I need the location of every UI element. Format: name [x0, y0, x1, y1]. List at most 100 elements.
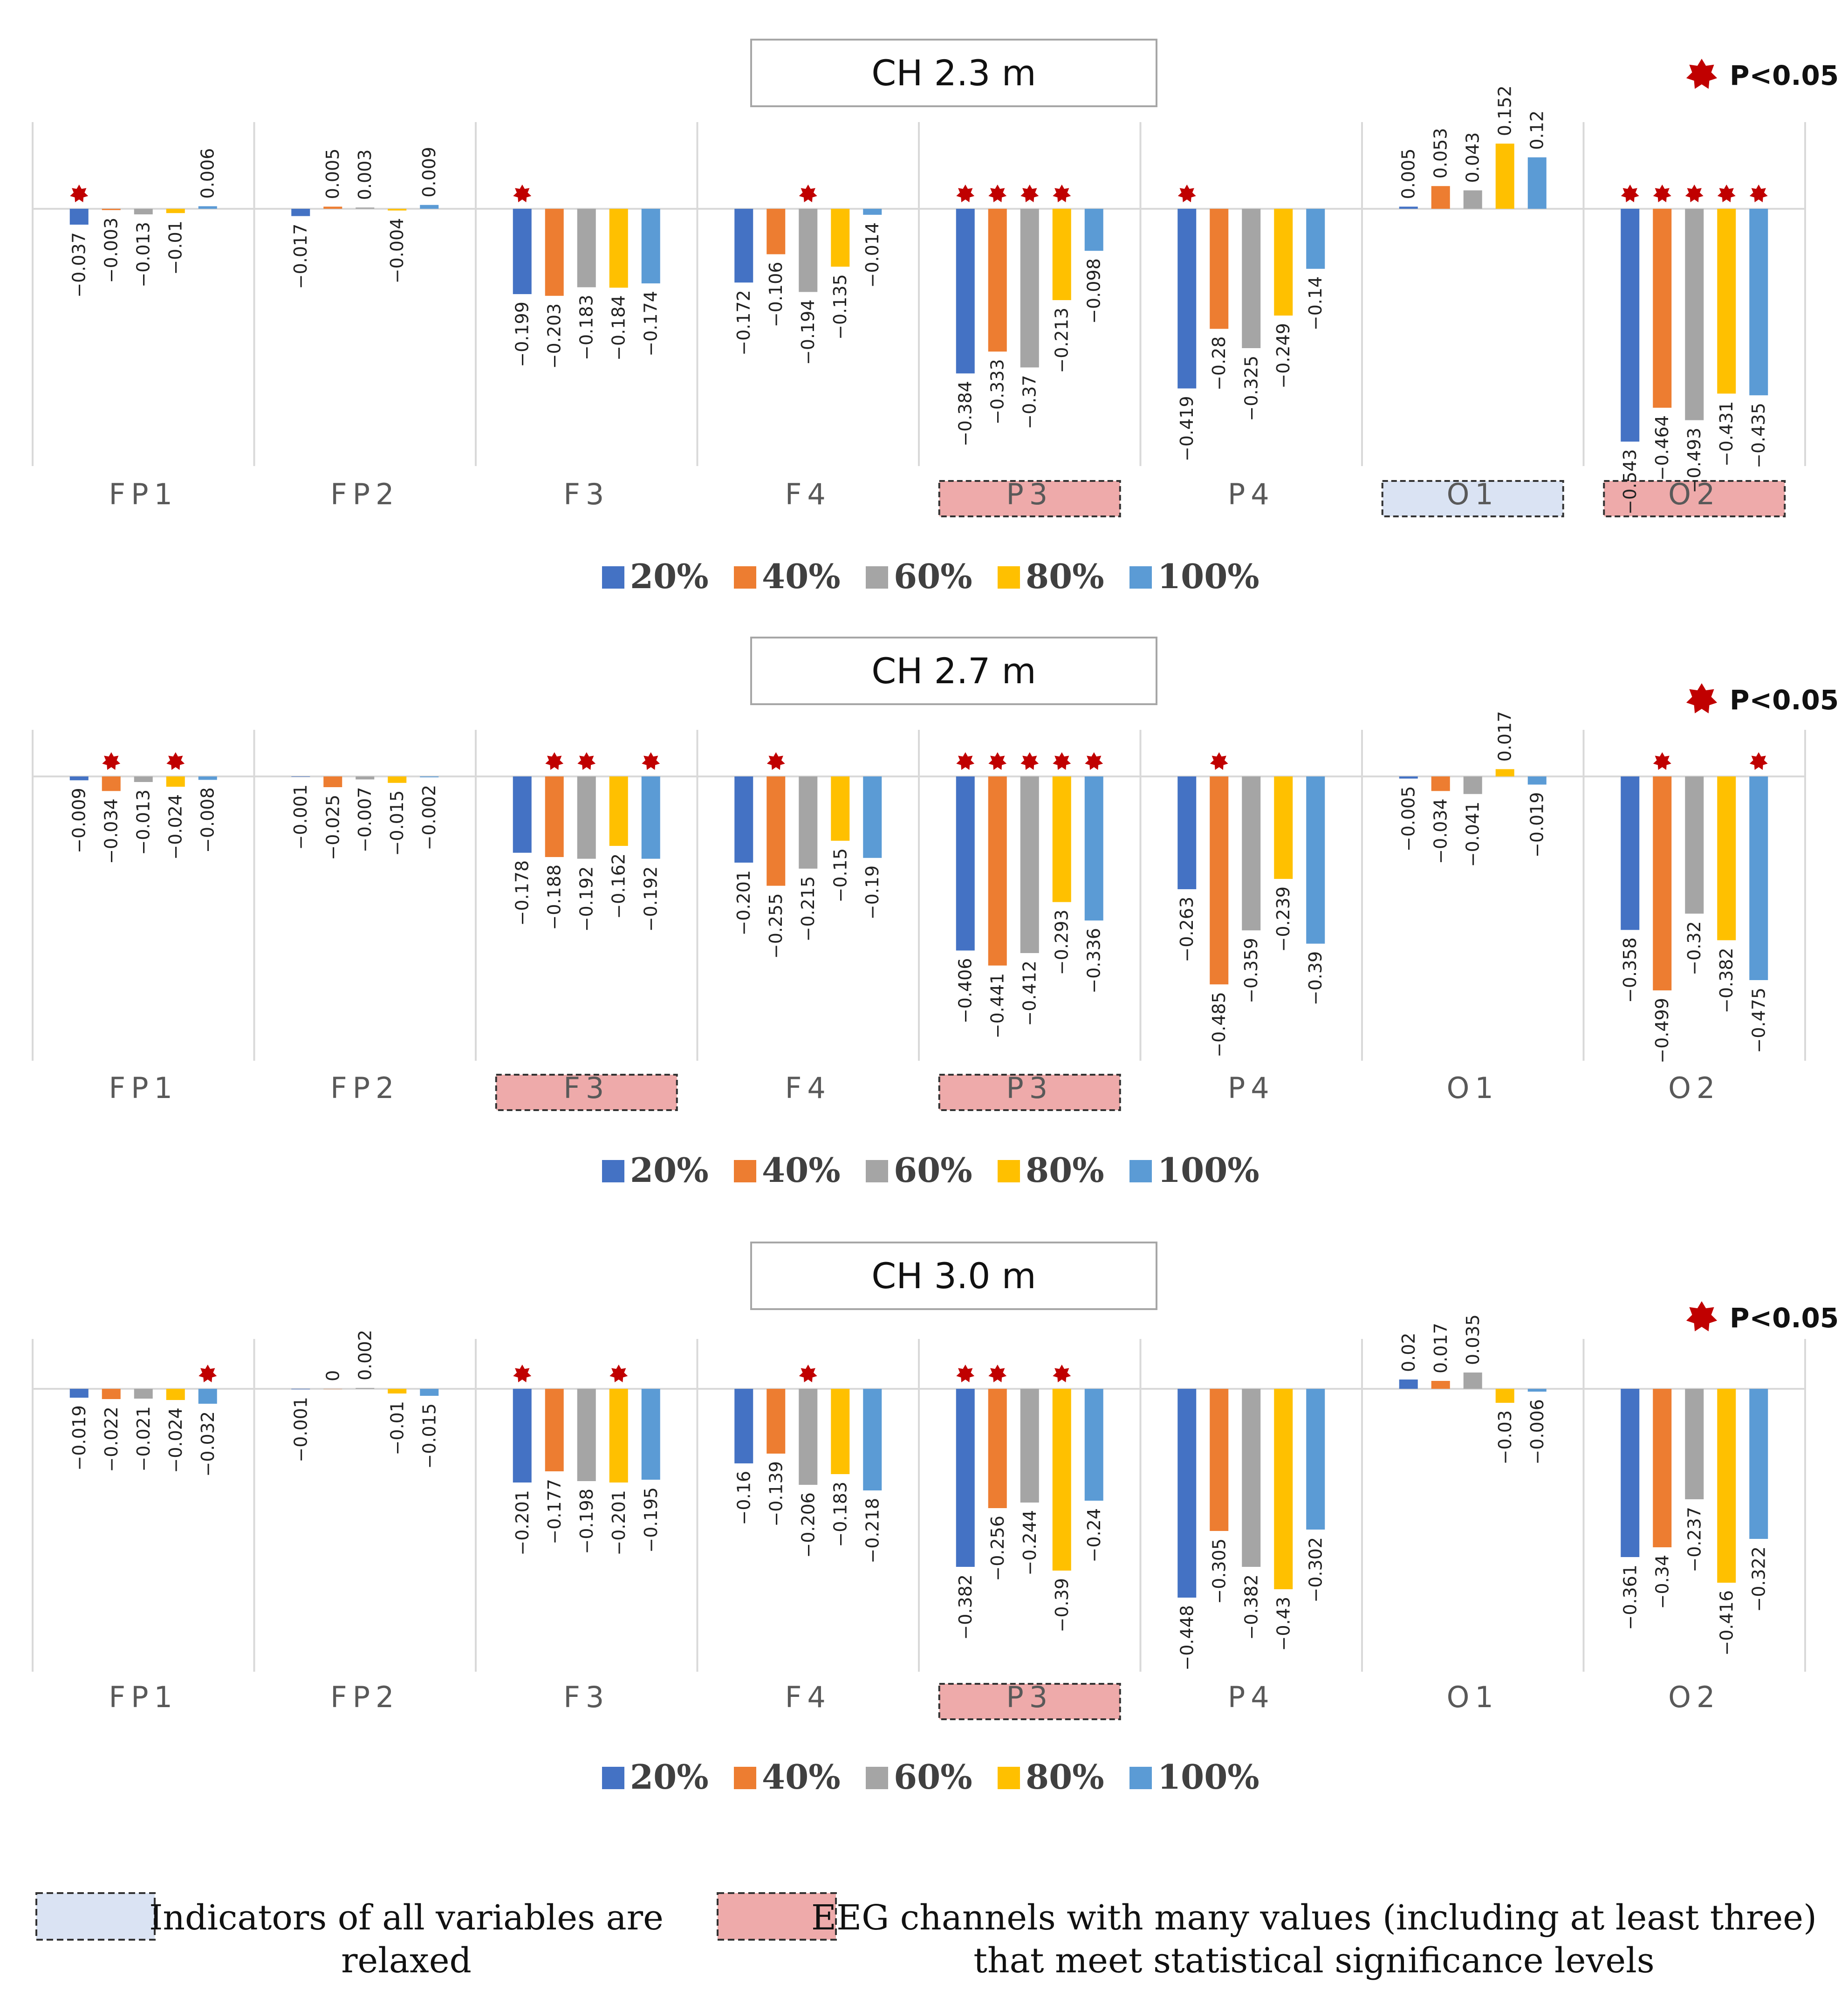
- data-label: −0.358: [1620, 937, 1640, 1003]
- category-label-o1: O1: [1447, 1071, 1499, 1105]
- data-label: 0: [322, 1370, 343, 1381]
- significance-star-icon: [1653, 185, 1671, 202]
- bar-f4-20pct: [734, 209, 753, 283]
- data-label: 0.152: [1495, 85, 1515, 136]
- data-label: −0.002: [419, 785, 439, 851]
- data-label: −0.034: [101, 798, 122, 864]
- data-label: −0.15: [830, 848, 850, 902]
- significance-label: P<0.05: [1730, 60, 1839, 91]
- category-label-o1: O1: [1447, 477, 1499, 511]
- category-label-fp2: FP2: [330, 477, 400, 511]
- significance-star-icon: [956, 185, 975, 202]
- category-label-f3: F3: [563, 477, 609, 511]
- bar-p3-100pct: [1084, 209, 1103, 251]
- data-label: −0.14: [1305, 276, 1326, 330]
- significance-star-icon: [642, 752, 660, 770]
- data-label: −0.024: [165, 1407, 186, 1473]
- data-label: −0.03: [1495, 1410, 1515, 1464]
- bar-fp1-100pct: [198, 1389, 217, 1404]
- bar-o1-60pct: [1463, 1373, 1482, 1389]
- bar-o1-20pct: [1399, 776, 1418, 779]
- bar-o1-60pct: [1463, 190, 1482, 209]
- data-label: −0.022: [101, 1407, 122, 1472]
- bar-fp1-40pct: [102, 1389, 121, 1399]
- data-label: −0.464: [1652, 415, 1672, 481]
- data-label: −0.183: [830, 1482, 850, 1547]
- data-label: −0.192: [641, 866, 661, 932]
- data-label: −0.032: [198, 1411, 218, 1477]
- legend-swatch: [1129, 1160, 1152, 1182]
- data-label: −0.293: [1052, 910, 1072, 975]
- legend-swatch: [866, 1160, 888, 1182]
- data-label: −0.206: [798, 1492, 818, 1558]
- data-label: −0.007: [355, 787, 375, 852]
- data-label: 0.005: [322, 149, 343, 199]
- category-label-fp2: FP2: [330, 1071, 400, 1105]
- data-label: −0.006: [1527, 1399, 1547, 1465]
- data-label: −0.201: [609, 1490, 629, 1556]
- bar-o2-100pct: [1749, 209, 1768, 396]
- highlight-key: Indicators of all variables are relaxed …: [35, 1892, 1817, 1981]
- data-label: −0.361: [1620, 1565, 1640, 1630]
- charts-group: CH 2.3 m P<0.05 FP1 −0.037 −0.003 −0.013 −0.01…: [32, 39, 1839, 1797]
- significance-star-icon: [799, 1365, 817, 1382]
- bar-o1-40pct: [1431, 1381, 1450, 1389]
- bar-o1-80pct: [1495, 1389, 1514, 1403]
- category-highlight-p3: [938, 480, 1121, 517]
- data-label: −0.098: [1084, 258, 1104, 324]
- data-label: 0.12: [1527, 110, 1547, 150]
- category-label-p3: P3: [1006, 477, 1053, 511]
- data-label: −0.001: [290, 1397, 311, 1462]
- bar-o2-60pct: [1685, 776, 1704, 914]
- bar-fp1-80pct: [166, 1389, 185, 1400]
- bar-p4-100pct: [1306, 776, 1325, 944]
- chart-title: CH 3.0 m: [871, 1255, 1036, 1297]
- data-label: 0.005: [1398, 149, 1419, 199]
- bar-o2-100pct: [1749, 1389, 1768, 1539]
- data-label: −0.239: [1273, 886, 1294, 952]
- data-label: 0.043: [1463, 132, 1483, 183]
- significance-star-icon: [1749, 185, 1768, 202]
- category-label-p3: P3: [1006, 1680, 1053, 1714]
- data-label: −0.177: [544, 1479, 565, 1544]
- bar-o1-20pct: [1399, 1380, 1418, 1389]
- data-label: −0.485: [1209, 992, 1229, 1057]
- bar-f4-80pct: [831, 1389, 850, 1474]
- data-label: −0.188: [544, 865, 565, 930]
- category-label-p4: P4: [1228, 1680, 1275, 1714]
- bar-o2-20pct: [1621, 209, 1640, 442]
- bar-o2-20pct: [1621, 1389, 1640, 1557]
- bar-p3-60pct: [1020, 209, 1039, 368]
- bar-f4-80pct: [831, 776, 850, 841]
- data-label: −0.359: [1241, 938, 1261, 1003]
- legend-label: 80%: [1026, 1150, 1104, 1190]
- relaxed-key-text-line1: Indicators of all variables are: [149, 1898, 664, 1938]
- bar-f4-60pct: [799, 209, 818, 292]
- data-label: −0.01: [165, 220, 186, 275]
- data-label: −0.435: [1748, 403, 1769, 468]
- data-label: −0.499: [1652, 998, 1672, 1064]
- bar-f3-40pct: [545, 776, 564, 857]
- bar-p3-20pct: [956, 1389, 975, 1567]
- chart-panel-3: CH 3.0 m P<0.05 FP1 −0.019 −0.022 −0.021 −0.02…: [32, 1242, 1839, 1797]
- bar-o1-100pct: [1527, 1389, 1547, 1392]
- data-label: −0.034: [1430, 798, 1451, 864]
- data-label: −0.382: [1241, 1574, 1261, 1640]
- legend-label: 20%: [630, 1757, 709, 1797]
- bar-p4-80pct: [1274, 1389, 1293, 1589]
- bar-o2-100pct: [1749, 776, 1768, 980]
- significance-star-icon: [1653, 752, 1671, 770]
- data-label: −0.009: [69, 788, 89, 853]
- data-label: −0.218: [862, 1498, 883, 1564]
- significance-star-icon: [988, 752, 1007, 770]
- data-label: −0.39: [1052, 1578, 1072, 1632]
- bar-fp2-20pct: [291, 209, 310, 216]
- significance-star-icon: [988, 185, 1007, 202]
- category-highlight-p3: [938, 1683, 1121, 1720]
- bar-p3-100pct: [1084, 776, 1103, 921]
- data-label: −0.441: [987, 973, 1008, 1039]
- data-label: −0.382: [1716, 947, 1737, 1013]
- bar-f3-80pct: [609, 776, 628, 846]
- bar-p4-80pct: [1274, 209, 1293, 316]
